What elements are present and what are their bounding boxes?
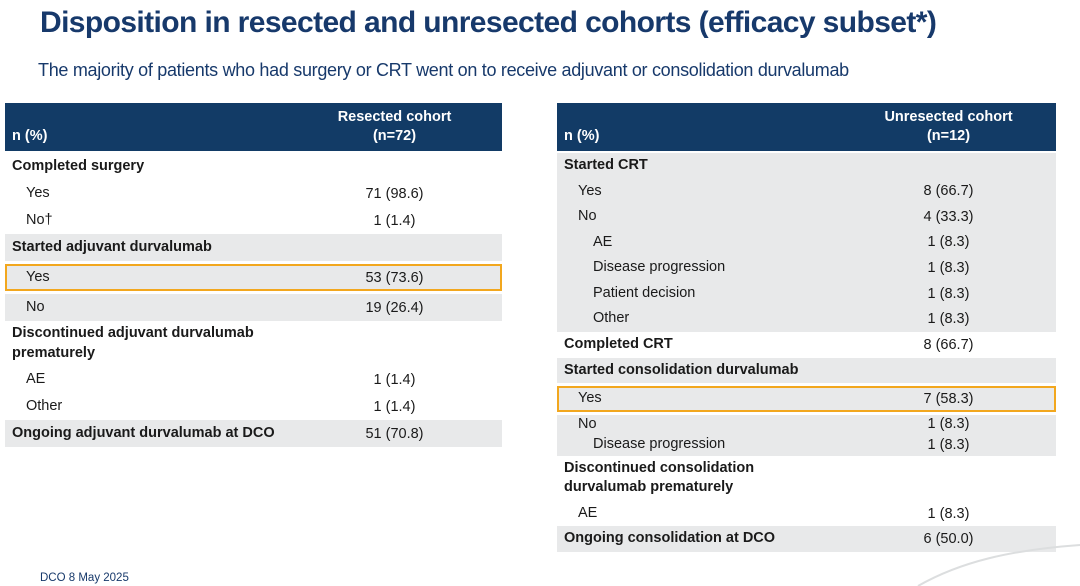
row-label: Patient decision bbox=[593, 284, 696, 301]
row-label: No bbox=[26, 298, 45, 315]
cohort-n: (n=12) bbox=[926, 128, 971, 144]
table-row: AE 1 (1.4) bbox=[5, 366, 502, 393]
row-value: 1 (8.3) bbox=[927, 311, 970, 328]
row-label: Completed surgery bbox=[12, 157, 145, 174]
row-value: 4 (33.3) bbox=[923, 208, 974, 225]
cohort-name: Unresected cohort bbox=[884, 109, 1013, 126]
footnote-dco-date: DCO 8 May 2025 bbox=[40, 572, 129, 584]
row-label: No† bbox=[26, 211, 53, 228]
table-row: Started CRT bbox=[557, 153, 1056, 179]
table-row: Patient decision 1 (8.3) bbox=[557, 280, 1056, 307]
row-label: No bbox=[578, 208, 597, 225]
table-row: Discontinued consolidation durvalumab pr… bbox=[557, 456, 1056, 501]
row-label: AE bbox=[593, 233, 613, 250]
row-label: Ongoing consolidation at DCO bbox=[564, 530, 776, 547]
table-row: Discontinued adjuvant durvalumab prematu… bbox=[5, 321, 502, 366]
unresected-cohort-table: n (%) Unresected cohort (n=12) Started C… bbox=[557, 103, 1056, 552]
row-value: 71 (98.6) bbox=[365, 185, 424, 202]
row-value: 8 (66.7) bbox=[923, 183, 974, 200]
row-label: Completed CRT bbox=[564, 335, 673, 352]
table-row: Ongoing adjuvant durvalumab at DCO 51 (70… bbox=[5, 420, 502, 448]
row-value: 51 (70.8) bbox=[365, 425, 424, 442]
table-row: Started consolidation durvalumab bbox=[557, 357, 1056, 384]
table-row: Disease progression 1 (8.3) bbox=[557, 255, 1056, 281]
table-body: Started CRT Yes 8 (66.7) No 4 (33.3) AE 1 (8.3… bbox=[557, 153, 1056, 552]
table-row: AE 1 (8.3) bbox=[557, 229, 1056, 256]
table-body: Completed surgery Yes 71 (98.6) No† 1 (1.4) S… bbox=[5, 153, 502, 448]
row-value: 1 (1.4) bbox=[373, 398, 416, 415]
row-label: Yes bbox=[26, 184, 50, 201]
row-value: 1 (8.3) bbox=[927, 260, 970, 277]
row-label: Started adjuvant durvalumab bbox=[12, 238, 212, 255]
row-value: 19 (26.4) bbox=[365, 299, 424, 316]
table-row: No 1 (8.3) bbox=[557, 414, 1056, 436]
table-header: n (%) Unresected cohort (n=12) bbox=[557, 103, 1056, 153]
row-label: Disease progression bbox=[593, 436, 726, 453]
row-label: No bbox=[578, 415, 597, 432]
table-row: Started adjuvant durvalumab bbox=[5, 234, 502, 261]
row-label: Other bbox=[593, 310, 630, 327]
table-row: Completed surgery bbox=[5, 153, 502, 180]
table-row: Yes 7 (58.3) bbox=[557, 386, 1056, 412]
table-row: No 4 (33.3) bbox=[557, 204, 1056, 230]
row-label: Other bbox=[26, 397, 63, 414]
resected-cohort-table: n (%) Resected cohort (n=72) Completed s… bbox=[5, 103, 502, 448]
page-subtitle: The majority of patients who had surgery… bbox=[38, 60, 849, 80]
row-value: 8 (66.7) bbox=[923, 336, 974, 353]
row-value bbox=[287, 164, 502, 170]
row-label: Yes bbox=[578, 390, 602, 407]
cohort-name: Resected cohort bbox=[337, 109, 452, 126]
row-label: Started consolidation durvalumab bbox=[564, 361, 799, 378]
table-header: n (%) Resected cohort (n=72) bbox=[5, 103, 502, 153]
row-value: 1 (8.3) bbox=[927, 234, 970, 251]
row-value: 7 (58.3) bbox=[923, 390, 974, 407]
row-value bbox=[841, 475, 1056, 481]
row-value bbox=[287, 245, 502, 251]
table-row: Other 1 (8.3) bbox=[557, 306, 1056, 332]
table-row: No 19 (26.4) bbox=[5, 294, 502, 321]
header-label-col: n (%) bbox=[564, 128, 600, 144]
row-value: 1 (8.3) bbox=[927, 436, 970, 453]
row-label: Discontinued adjuvant durvalumab prematu… bbox=[12, 325, 254, 361]
row-value: 1 (8.3) bbox=[927, 285, 970, 302]
header-cohort-col: Unresected cohort (n=12) bbox=[841, 108, 1056, 146]
row-value bbox=[287, 341, 502, 347]
row-label: Disease progression bbox=[593, 259, 726, 276]
table-row: No† 1 (1.4) bbox=[5, 207, 502, 234]
row-label: Yes bbox=[26, 268, 50, 285]
cohort-n: (n=72) bbox=[372, 128, 417, 144]
row-value bbox=[841, 163, 1056, 169]
row-value: 1 (8.3) bbox=[927, 505, 970, 522]
table-row: Other 1 (1.4) bbox=[5, 393, 502, 420]
row-value bbox=[841, 367, 1056, 373]
row-label: Yes bbox=[578, 182, 602, 199]
row-value: 1 (1.4) bbox=[373, 212, 416, 229]
table-row: Disease progression 1 (8.3) bbox=[557, 435, 1056, 456]
row-value: 1 (1.4) bbox=[373, 371, 416, 388]
swoosh-decoration bbox=[917, 544, 1080, 586]
page-title: Disposition in resected and unresected c… bbox=[40, 6, 937, 39]
table-row: Yes 71 (98.6) bbox=[5, 180, 502, 207]
table-row: Completed CRT 8 (66.7) bbox=[557, 332, 1056, 358]
table-row: Yes 53 (73.6) bbox=[5, 264, 502, 291]
row-value: 6 (50.0) bbox=[923, 531, 974, 548]
table-row: AE 1 (8.3) bbox=[557, 501, 1056, 527]
row-label: Ongoing adjuvant durvalumab at DCO bbox=[12, 424, 275, 441]
row-value: 53 (73.6) bbox=[365, 269, 424, 286]
header-label-col: n (%) bbox=[12, 128, 48, 144]
row-label: AE bbox=[26, 370, 46, 387]
row-label: Discontinued consolidation durvalumab pr… bbox=[564, 459, 755, 496]
table-row: Yes 8 (66.7) bbox=[557, 178, 1056, 205]
row-label: AE bbox=[578, 504, 598, 521]
header-cohort-col: Resected cohort (n=72) bbox=[287, 108, 502, 146]
row-label: Started CRT bbox=[564, 157, 648, 173]
row-value: 1 (8.3) bbox=[927, 416, 970, 433]
table-row: Ongoing consolidation at DCO 6 (50.0) bbox=[557, 526, 1056, 552]
